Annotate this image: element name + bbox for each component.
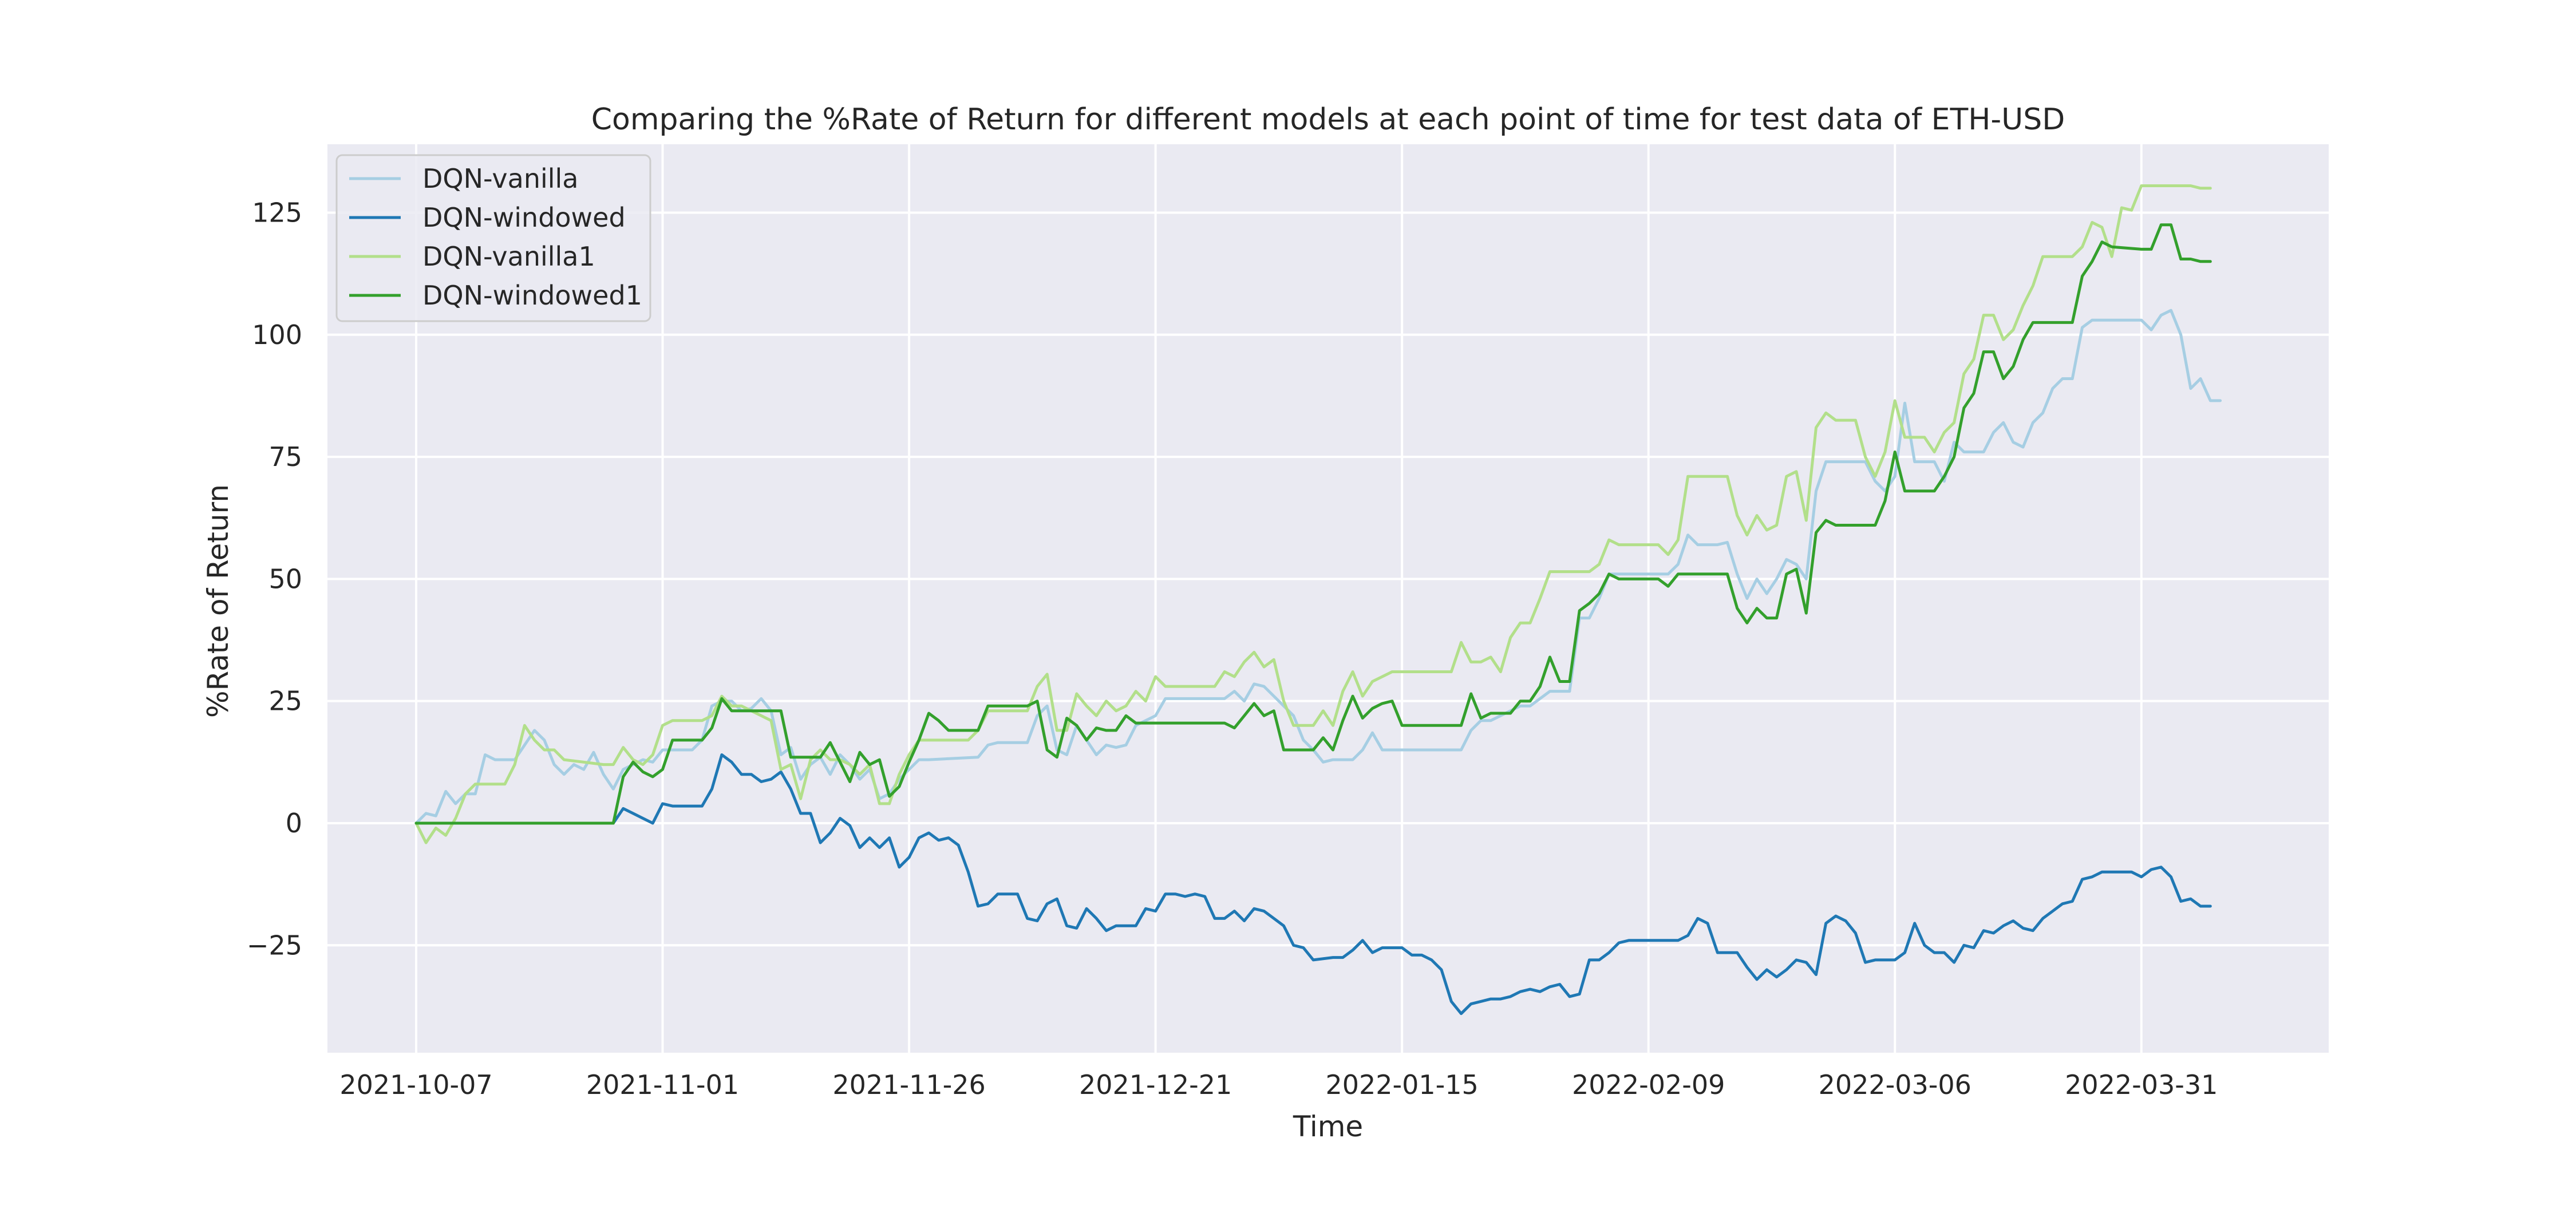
y-tick-label: 50: [268, 563, 302, 594]
y-tick-label: 25: [268, 686, 302, 717]
y-axis-label: %Rate of Return: [202, 484, 235, 718]
legend-label-dqn-vanilla1: DQN-vanilla1: [422, 241, 595, 272]
legend-label-dqn-vanilla: DQN-vanilla: [422, 163, 579, 194]
y-tick-label: 125: [252, 197, 302, 228]
x-tick-label: 2021-12-21: [1079, 1069, 1232, 1100]
x-tick-labels: 2021-10-07 2021-11-01 2021-11-26 2021-12-21…: [339, 1069, 2218, 1100]
series-line-dqn-windowed: [414, 753, 2212, 1016]
legend-label-dqn-windowed: DQN-windowed: [422, 202, 626, 233]
y-tick-label: 100: [252, 319, 302, 350]
x-tick-label: 2022-03-31: [2065, 1069, 2218, 1100]
series-line-dqn-windowed1: [414, 223, 2212, 825]
y-tick-label: 75: [268, 441, 302, 472]
series-lines: [414, 184, 2222, 1016]
y-tick-label: −25: [247, 930, 302, 961]
chart-title: Comparing the %Rate of Return for differ…: [591, 102, 2065, 137]
x-tick-label: 2021-10-07: [339, 1069, 492, 1100]
y-tick-labels: −25 0 25 50 75 100 125: [247, 197, 302, 961]
x-tick-label: 2022-02-09: [1572, 1069, 1725, 1100]
y-tick-label: 0: [286, 808, 302, 839]
plot-background: [327, 144, 2329, 1053]
x-axis-label: Time: [1293, 1110, 1363, 1143]
grid-lines: [327, 144, 2329, 1053]
series-line-dqn-vanilla1: [414, 184, 2212, 844]
x-tick-label: 2022-01-15: [1325, 1069, 1478, 1100]
legend-label-dqn-windowed1: DQN-windowed1: [422, 280, 642, 311]
x-tick-label: 2021-11-01: [586, 1069, 739, 1100]
x-tick-label: 2021-11-26: [832, 1069, 985, 1100]
legend-box: [335, 154, 651, 322]
x-tick-label: 2022-03-06: [1819, 1069, 1971, 1100]
legend: DQN-vanilla DQN-windowed DQN-vanilla1 DQN-w…: [335, 154, 651, 322]
series-line-dqn-vanilla: [414, 309, 2222, 825]
